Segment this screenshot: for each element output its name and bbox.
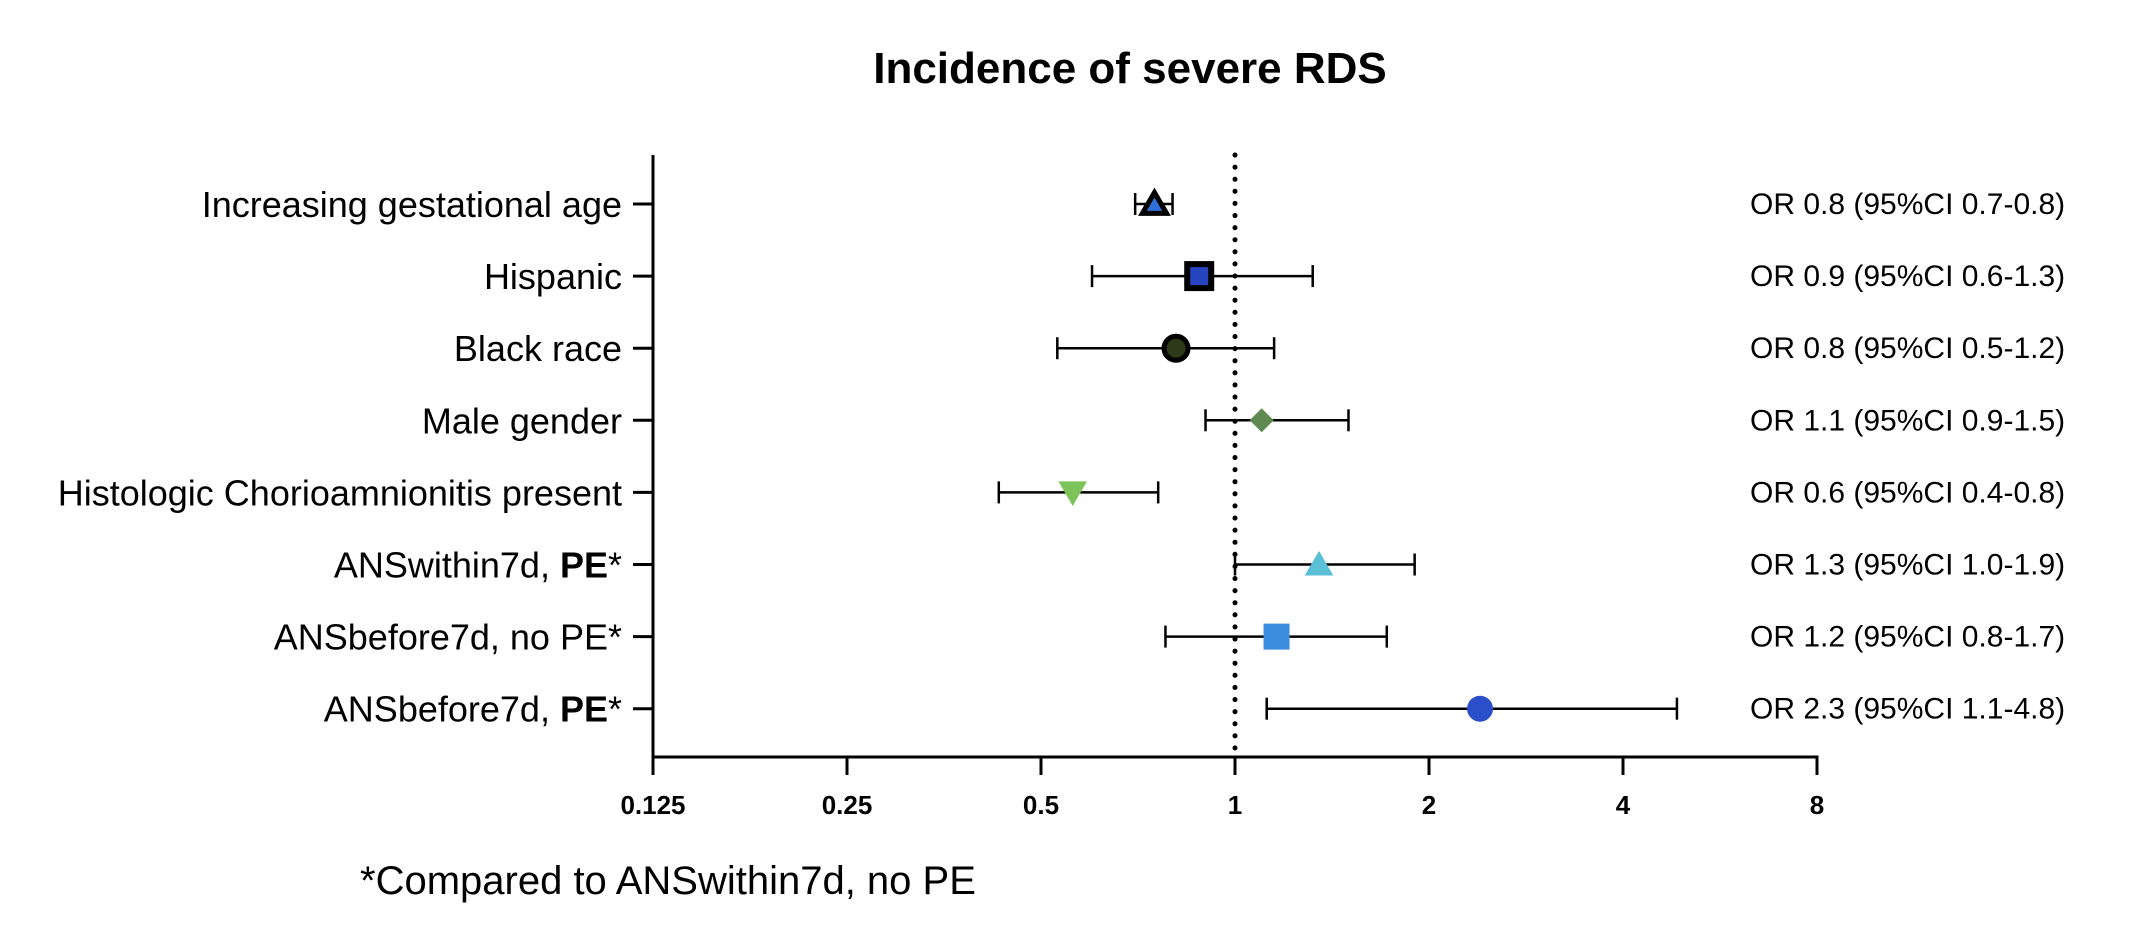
row-label-0: Increasing gestational age	[202, 184, 622, 225]
row-label-1: Hispanic	[484, 256, 622, 297]
point-marker-0	[1138, 187, 1171, 216]
point-marker-4	[1058, 481, 1088, 507]
row-label-4: Histologic Chorioamnionitis present	[58, 472, 622, 513]
or-text-5: OR 1.3 (95%CI 1.0-1.9)	[1750, 549, 2065, 582]
or-text-0: OR 0.8 (95%CI 0.7-0.8)	[1750, 188, 2065, 221]
row-label-3: Male gender	[422, 400, 622, 441]
chart-title: Incidence of severe RDS	[873, 44, 1387, 93]
row-label-2: Black race	[454, 328, 622, 369]
or-text-4: OR 0.6 (95%CI 0.4-0.8)	[1750, 476, 2065, 509]
row-label-6: ANSbefore7d, no PE*	[274, 617, 622, 658]
point-marker-1	[1184, 261, 1215, 292]
x-tick-label-6: 8	[1810, 790, 1824, 820]
footnote: *Compared to ANSwithin7d, no PE	[360, 859, 976, 903]
point-marker-6	[1263, 623, 1290, 650]
or-text-2: OR 0.8 (95%CI 0.5-1.2)	[1750, 332, 2065, 365]
point-marker-7	[1467, 695, 1494, 722]
or-text-1: OR 0.9 (95%CI 0.6-1.3)	[1750, 260, 2065, 293]
x-tick-label-2: 0.5	[1023, 790, 1059, 820]
x-tick-label-0: 0.125	[620, 790, 685, 820]
x-tick-label-4: 2	[1422, 790, 1436, 820]
row-label-5: ANSwithin7d, PE*	[334, 545, 622, 586]
x-tick-label-1: 0.25	[822, 790, 873, 820]
plot-area: 0.125 0.25 0.5 1 2 4 8 Increasing gestational a…	[58, 152, 2065, 820]
x-tick-label-5: 4	[1616, 790, 1631, 820]
row-label-7: ANSbefore7d, PE*	[324, 689, 622, 730]
x-tick-label-3: 1	[1228, 790, 1242, 820]
or-text-7: OR 2.3 (95%CI 1.1-4.8)	[1750, 693, 2065, 726]
or-text-3: OR 1.1 (95%CI 0.9-1.5)	[1750, 404, 2065, 437]
point-marker-3	[1249, 408, 1274, 433]
point-marker-5	[1304, 550, 1334, 576]
or-text-6: OR 1.2 (95%CI 0.8-1.7)	[1750, 621, 2065, 654]
point-marker-2	[1161, 333, 1191, 363]
